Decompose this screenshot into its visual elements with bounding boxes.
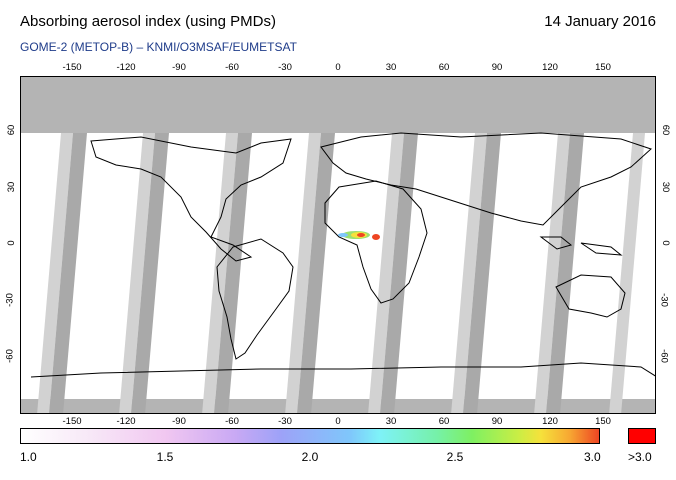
lon-tick-top: 150 <box>595 62 611 73</box>
lon-tick-bottom: 150 <box>595 416 611 427</box>
australia-outline <box>555 274 626 318</box>
lon-tick-bottom: 90 <box>491 416 503 427</box>
antarctic-no-data-band <box>21 399 655 413</box>
aerosol-map <box>20 76 656 414</box>
lon-tick-top: 90 <box>491 62 503 73</box>
lat-tick-right: 0 <box>660 240 672 246</box>
antarctica-outline <box>30 362 655 378</box>
lon-tick-bottom: 30 <box>385 416 397 427</box>
lon-tick-bottom: -90 <box>172 416 186 427</box>
lon-tick-bottom: 120 <box>542 416 558 427</box>
lon-tick-top: -120 <box>116 62 136 73</box>
aerosol-hotspot <box>338 231 380 240</box>
lon-tick-top: 60 <box>438 62 450 73</box>
colorbar-label: 1.0 <box>20 450 37 464</box>
colorbar-overflow-swatch <box>628 428 656 444</box>
north-america-outline <box>90 136 292 262</box>
lat-tick-left: 60 <box>5 124 17 136</box>
map-title: Absorbing aerosol index (using PMDs) <box>20 13 276 30</box>
lon-tick-bottom: 0 <box>335 416 341 427</box>
lat-tick-left: 30 <box>5 181 17 193</box>
lat-tick-right: -60 <box>658 349 670 363</box>
lon-tick-bottom: -30 <box>278 416 292 427</box>
lat-tick-right: 30 <box>659 181 671 193</box>
lon-tick-top: -60 <box>225 62 239 73</box>
lat-tick-left: 0 <box>6 240 18 246</box>
lat-tick-right: 60 <box>659 124 671 136</box>
map-svg <box>21 77 655 413</box>
lon-tick-top: -150 <box>62 62 82 73</box>
arctic-no-data-band <box>21 77 655 133</box>
colorbar-label: 1.5 <box>156 450 174 464</box>
lon-tick-top: -90 <box>172 62 186 73</box>
colorbar-label: 3.0 <box>584 450 601 464</box>
colorbar-label: 2.0 <box>301 450 319 464</box>
lat-tick-left: -60 <box>4 349 16 363</box>
lon-tick-top: 0 <box>335 62 341 73</box>
lon-tick-top: 30 <box>385 62 397 73</box>
south-america-outline <box>216 238 294 360</box>
lon-tick-top: 120 <box>542 62 558 73</box>
africa-outline <box>324 180 428 304</box>
lon-tick-bottom: 60 <box>438 416 450 427</box>
lat-tick-right: -30 <box>658 293 670 307</box>
map-subtitle: GOME-2 (METOP-B) – KNMI/O3MSAF/EUMETSAT <box>20 40 297 54</box>
coastlines <box>30 132 655 378</box>
colorbar-overflow-label: >3.0 <box>628 450 652 464</box>
colorbar-label: 2.5 <box>446 450 464 464</box>
colorbar-gradient <box>20 428 600 444</box>
lon-tick-bottom: -120 <box>116 416 136 427</box>
lon-tick-bottom: -60 <box>225 416 239 427</box>
map-date: 14 January 2016 <box>544 13 656 30</box>
indonesia-outline <box>539 236 623 256</box>
lat-tick-left: -30 <box>4 293 16 307</box>
lon-tick-top: -30 <box>278 62 292 73</box>
lon-tick-bottom: -150 <box>62 416 82 427</box>
